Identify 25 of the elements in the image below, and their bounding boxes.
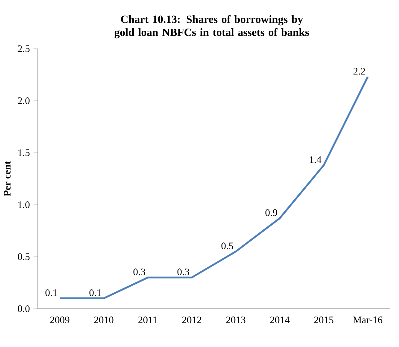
data-label: 0.5 xyxy=(222,242,234,250)
x-tick-label: 2010 xyxy=(94,316,114,324)
line-series xyxy=(59,76,369,300)
data-label: 0.3 xyxy=(134,268,146,276)
x-tick-label: 2014 xyxy=(270,316,290,324)
x-tick-label: 2009 xyxy=(50,316,70,324)
x-tick-label: 2013 xyxy=(226,316,246,324)
y-tick-label: 1.0 xyxy=(18,202,30,208)
x-tick-label: 2015 xyxy=(314,316,334,324)
y-axis-title: Per cent xyxy=(4,161,11,196)
y-tick-label: 1.5 xyxy=(18,150,30,156)
x-tick-label: 2011 xyxy=(138,316,158,324)
data-label: 0.1 xyxy=(46,290,58,296)
x-tick-label: Mar-16 xyxy=(353,316,383,324)
x-tick-label: 2012 xyxy=(182,316,202,324)
chart-title: Chart 10.13: Shares of borrowings by gold loan NBFCs in total assets of banks xyxy=(114,15,310,39)
data-label: 0.1 xyxy=(90,290,102,296)
y-tick-label: 0.0 xyxy=(18,306,30,312)
data-label: 1.4 xyxy=(310,156,322,164)
y-tick-label: 0.5 xyxy=(18,254,30,260)
y-tick-label: 2.5 xyxy=(18,46,30,52)
data-label: 0.3 xyxy=(178,268,190,276)
data-label: 0.9 xyxy=(266,210,278,216)
data-label: 2.2 xyxy=(354,68,366,75)
y-tick-label: 2.0 xyxy=(18,98,30,104)
